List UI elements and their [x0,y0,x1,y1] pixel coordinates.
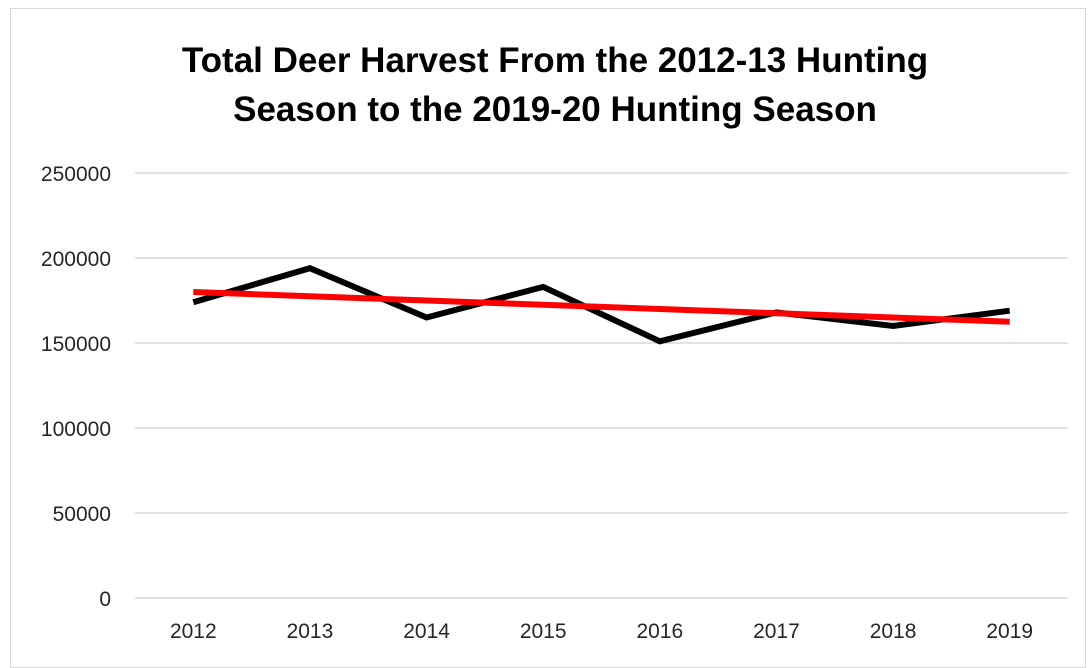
x-tick-label: 2012 [170,620,217,643]
x-tick-label: 2015 [520,620,567,643]
x-tick-label: 2019 [986,620,1033,643]
y-tick-label: 150000 [41,333,111,356]
y-tick-label: 250000 [41,163,111,186]
x-tick-label: 2014 [403,620,450,643]
x-tick-label: 2018 [870,620,917,643]
y-tick-label: 100000 [41,418,111,441]
x-tick-label: 2017 [753,620,800,643]
y-tick-label: 50000 [53,503,111,526]
y-tick-label: 0 [99,588,111,611]
y-tick-label: 200000 [41,248,111,271]
x-tick-label: 2016 [636,620,683,643]
x-tick-label: 2013 [287,620,334,643]
